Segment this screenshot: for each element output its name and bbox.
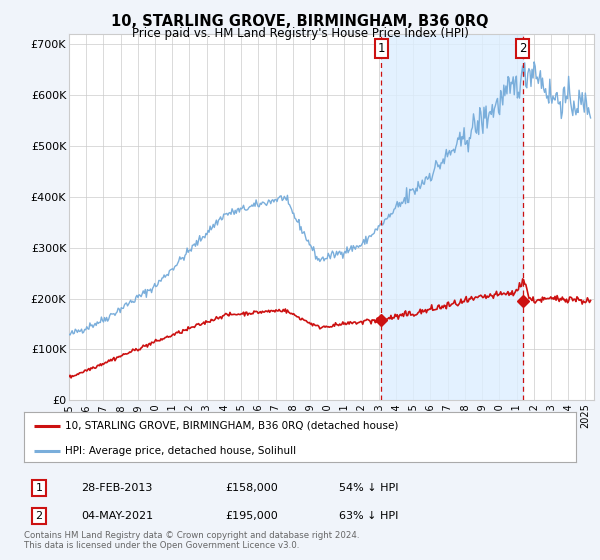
Text: £158,000: £158,000	[225, 483, 278, 493]
Text: 10, STARLING GROVE, BIRMINGHAM, B36 0RQ (detached house): 10, STARLING GROVE, BIRMINGHAM, B36 0RQ …	[65, 421, 399, 431]
Text: 10, STARLING GROVE, BIRMINGHAM, B36 0RQ: 10, STARLING GROVE, BIRMINGHAM, B36 0RQ	[111, 14, 489, 29]
Text: £195,000: £195,000	[225, 511, 278, 521]
Text: 2: 2	[519, 43, 526, 55]
Text: 63% ↓ HPI: 63% ↓ HPI	[339, 511, 398, 521]
Text: 1: 1	[377, 43, 385, 55]
Text: 2: 2	[35, 511, 43, 521]
Text: HPI: Average price, detached house, Solihull: HPI: Average price, detached house, Soli…	[65, 446, 296, 456]
Text: 28-FEB-2013: 28-FEB-2013	[81, 483, 152, 493]
Text: 54% ↓ HPI: 54% ↓ HPI	[339, 483, 398, 493]
Text: 04-MAY-2021: 04-MAY-2021	[81, 511, 153, 521]
Text: Price paid vs. HM Land Registry's House Price Index (HPI): Price paid vs. HM Land Registry's House …	[131, 27, 469, 40]
Bar	[382, 34, 523, 400]
Text: 1: 1	[35, 483, 43, 493]
Text: Contains HM Land Registry data © Crown copyright and database right 2024.
This d: Contains HM Land Registry data © Crown c…	[24, 530, 359, 550]
